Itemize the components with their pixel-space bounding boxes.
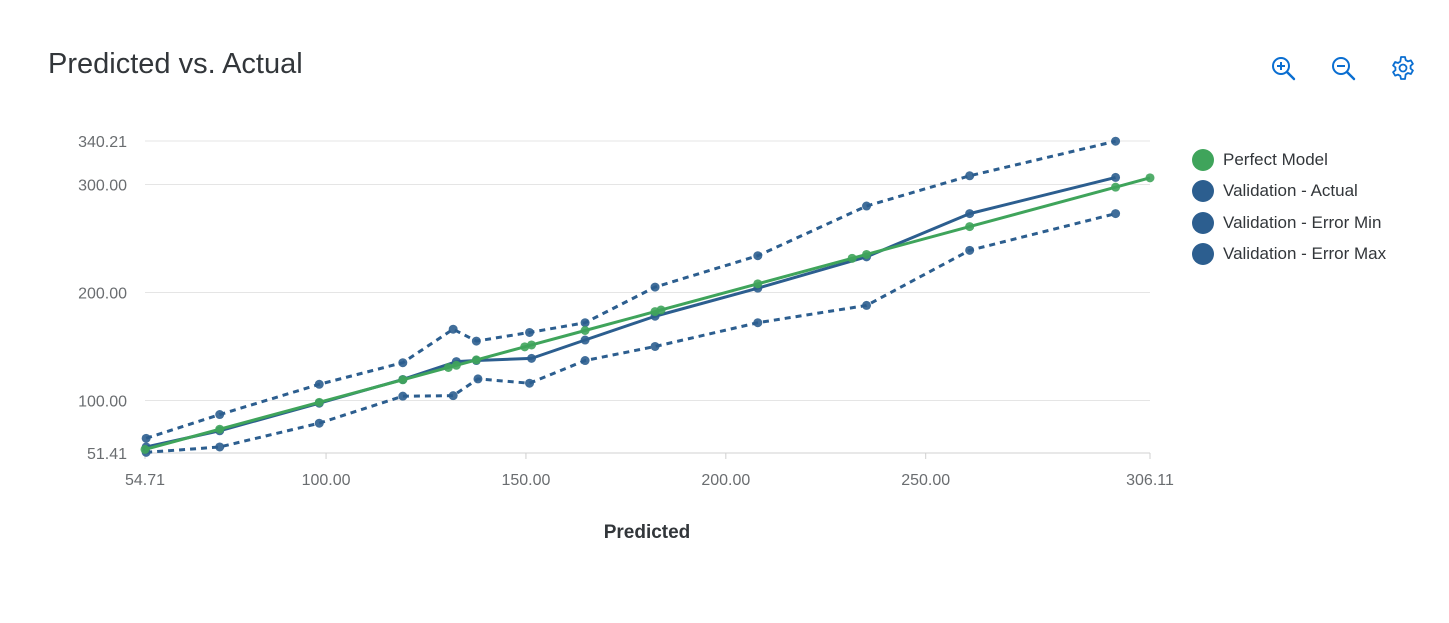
legend-item[interactable]: Validation - Error Max bbox=[1192, 239, 1386, 271]
data-point[interactable] bbox=[862, 201, 872, 211]
x-tick-label: 100.00 bbox=[302, 472, 351, 489]
series-validation-error-max bbox=[141, 136, 1121, 443]
data-point[interactable] bbox=[650, 282, 660, 292]
legend-marker bbox=[1192, 180, 1214, 203]
legend-marker bbox=[1192, 211, 1214, 234]
data-point[interactable] bbox=[314, 379, 324, 389]
data-point[interactable] bbox=[656, 305, 666, 315]
data-point[interactable] bbox=[1111, 136, 1121, 146]
y-tick-label: 340.21 bbox=[78, 134, 127, 151]
data-point[interactable] bbox=[527, 340, 537, 350]
data-point[interactable] bbox=[215, 442, 225, 452]
series-line[interactable] bbox=[145, 139, 1116, 440]
x-axis-label: Predicted bbox=[604, 522, 691, 543]
series-line[interactable] bbox=[144, 176, 1151, 451]
data-point[interactable] bbox=[965, 171, 975, 181]
series-validation-error-min bbox=[141, 209, 1121, 457]
legend-item[interactable]: Perfect Model bbox=[1192, 144, 1386, 176]
data-point[interactable] bbox=[448, 324, 458, 334]
data-point[interactable] bbox=[753, 251, 763, 261]
y-tick-label: 200.00 bbox=[78, 285, 127, 302]
data-point[interactable] bbox=[580, 326, 590, 336]
legend-item[interactable]: Validation - Error Min bbox=[1192, 207, 1386, 239]
data-point[interactable] bbox=[314, 418, 324, 428]
data-point[interactable] bbox=[965, 209, 975, 219]
data-point[interactable] bbox=[580, 335, 590, 345]
y-tick-label: 300.00 bbox=[78, 177, 127, 194]
data-point[interactable] bbox=[443, 362, 453, 372]
data-point[interactable] bbox=[448, 391, 458, 401]
data-point[interactable] bbox=[140, 444, 150, 454]
chart-title: Predicted vs. Actual bbox=[48, 48, 303, 80]
data-point[interactable] bbox=[398, 358, 408, 368]
data-point[interactable] bbox=[1111, 182, 1121, 192]
data-point[interactable] bbox=[650, 341, 660, 351]
data-point[interactable] bbox=[862, 249, 872, 259]
data-point[interactable] bbox=[314, 397, 324, 407]
legend-marker bbox=[1192, 243, 1214, 266]
x-tick-label: 150.00 bbox=[501, 472, 550, 489]
chart-toolbar bbox=[1267, 52, 1419, 84]
data-point[interactable] bbox=[753, 318, 763, 328]
y-tick-label: 51.41 bbox=[87, 446, 127, 463]
data-point[interactable] bbox=[965, 245, 975, 255]
data-point[interactable] bbox=[965, 222, 975, 232]
x-tick-label: 250.00 bbox=[901, 472, 950, 489]
data-point[interactable] bbox=[520, 342, 530, 352]
legend-label: Validation - Actual bbox=[1223, 181, 1358, 201]
data-point[interactable] bbox=[1111, 172, 1121, 182]
zoom-in-button[interactable] bbox=[1267, 52, 1299, 84]
data-point[interactable] bbox=[525, 378, 535, 388]
zoom-out-icon bbox=[1332, 57, 1356, 81]
data-point[interactable] bbox=[398, 375, 408, 385]
legend-marker bbox=[1192, 148, 1214, 171]
legend-item[interactable]: Validation - Actual bbox=[1192, 176, 1386, 208]
data-point[interactable] bbox=[580, 318, 590, 328]
data-point[interactable] bbox=[753, 279, 763, 289]
data-point[interactable] bbox=[473, 374, 483, 384]
data-point[interactable] bbox=[1111, 209, 1121, 219]
chart-legend: Perfect Model Validation - Actual Validati… bbox=[1192, 144, 1386, 270]
data-point[interactable] bbox=[471, 336, 481, 346]
data-point[interactable] bbox=[1145, 173, 1155, 183]
y-tick-label: 100.00 bbox=[78, 394, 127, 411]
data-point[interactable] bbox=[215, 424, 225, 434]
x-tick-label: 54.71 bbox=[125, 472, 165, 489]
legend-label: Perfect Model bbox=[1223, 149, 1328, 169]
zoom-out-button[interactable] bbox=[1327, 52, 1359, 84]
x-tick-label: 200.00 bbox=[701, 472, 750, 489]
legend-label: Validation - Error Min bbox=[1223, 212, 1382, 232]
data-point[interactable] bbox=[141, 433, 151, 443]
gear-icon bbox=[1392, 56, 1414, 80]
series-perfect-model bbox=[140, 173, 1155, 454]
zoom-in-icon bbox=[1272, 57, 1296, 81]
data-point[interactable] bbox=[471, 355, 481, 365]
settings-button[interactable] bbox=[1387, 52, 1419, 84]
data-point[interactable] bbox=[215, 410, 225, 420]
data-point[interactable] bbox=[525, 327, 535, 337]
data-point[interactable] bbox=[862, 300, 872, 310]
x-tick-label: 306.11 bbox=[1126, 472, 1174, 489]
data-point[interactable] bbox=[398, 391, 408, 401]
data-point[interactable] bbox=[580, 356, 590, 366]
data-point[interactable] bbox=[527, 353, 537, 363]
data-point[interactable] bbox=[847, 253, 857, 263]
data-point[interactable] bbox=[451, 360, 461, 370]
legend-label: Validation - Error Max bbox=[1223, 244, 1387, 264]
